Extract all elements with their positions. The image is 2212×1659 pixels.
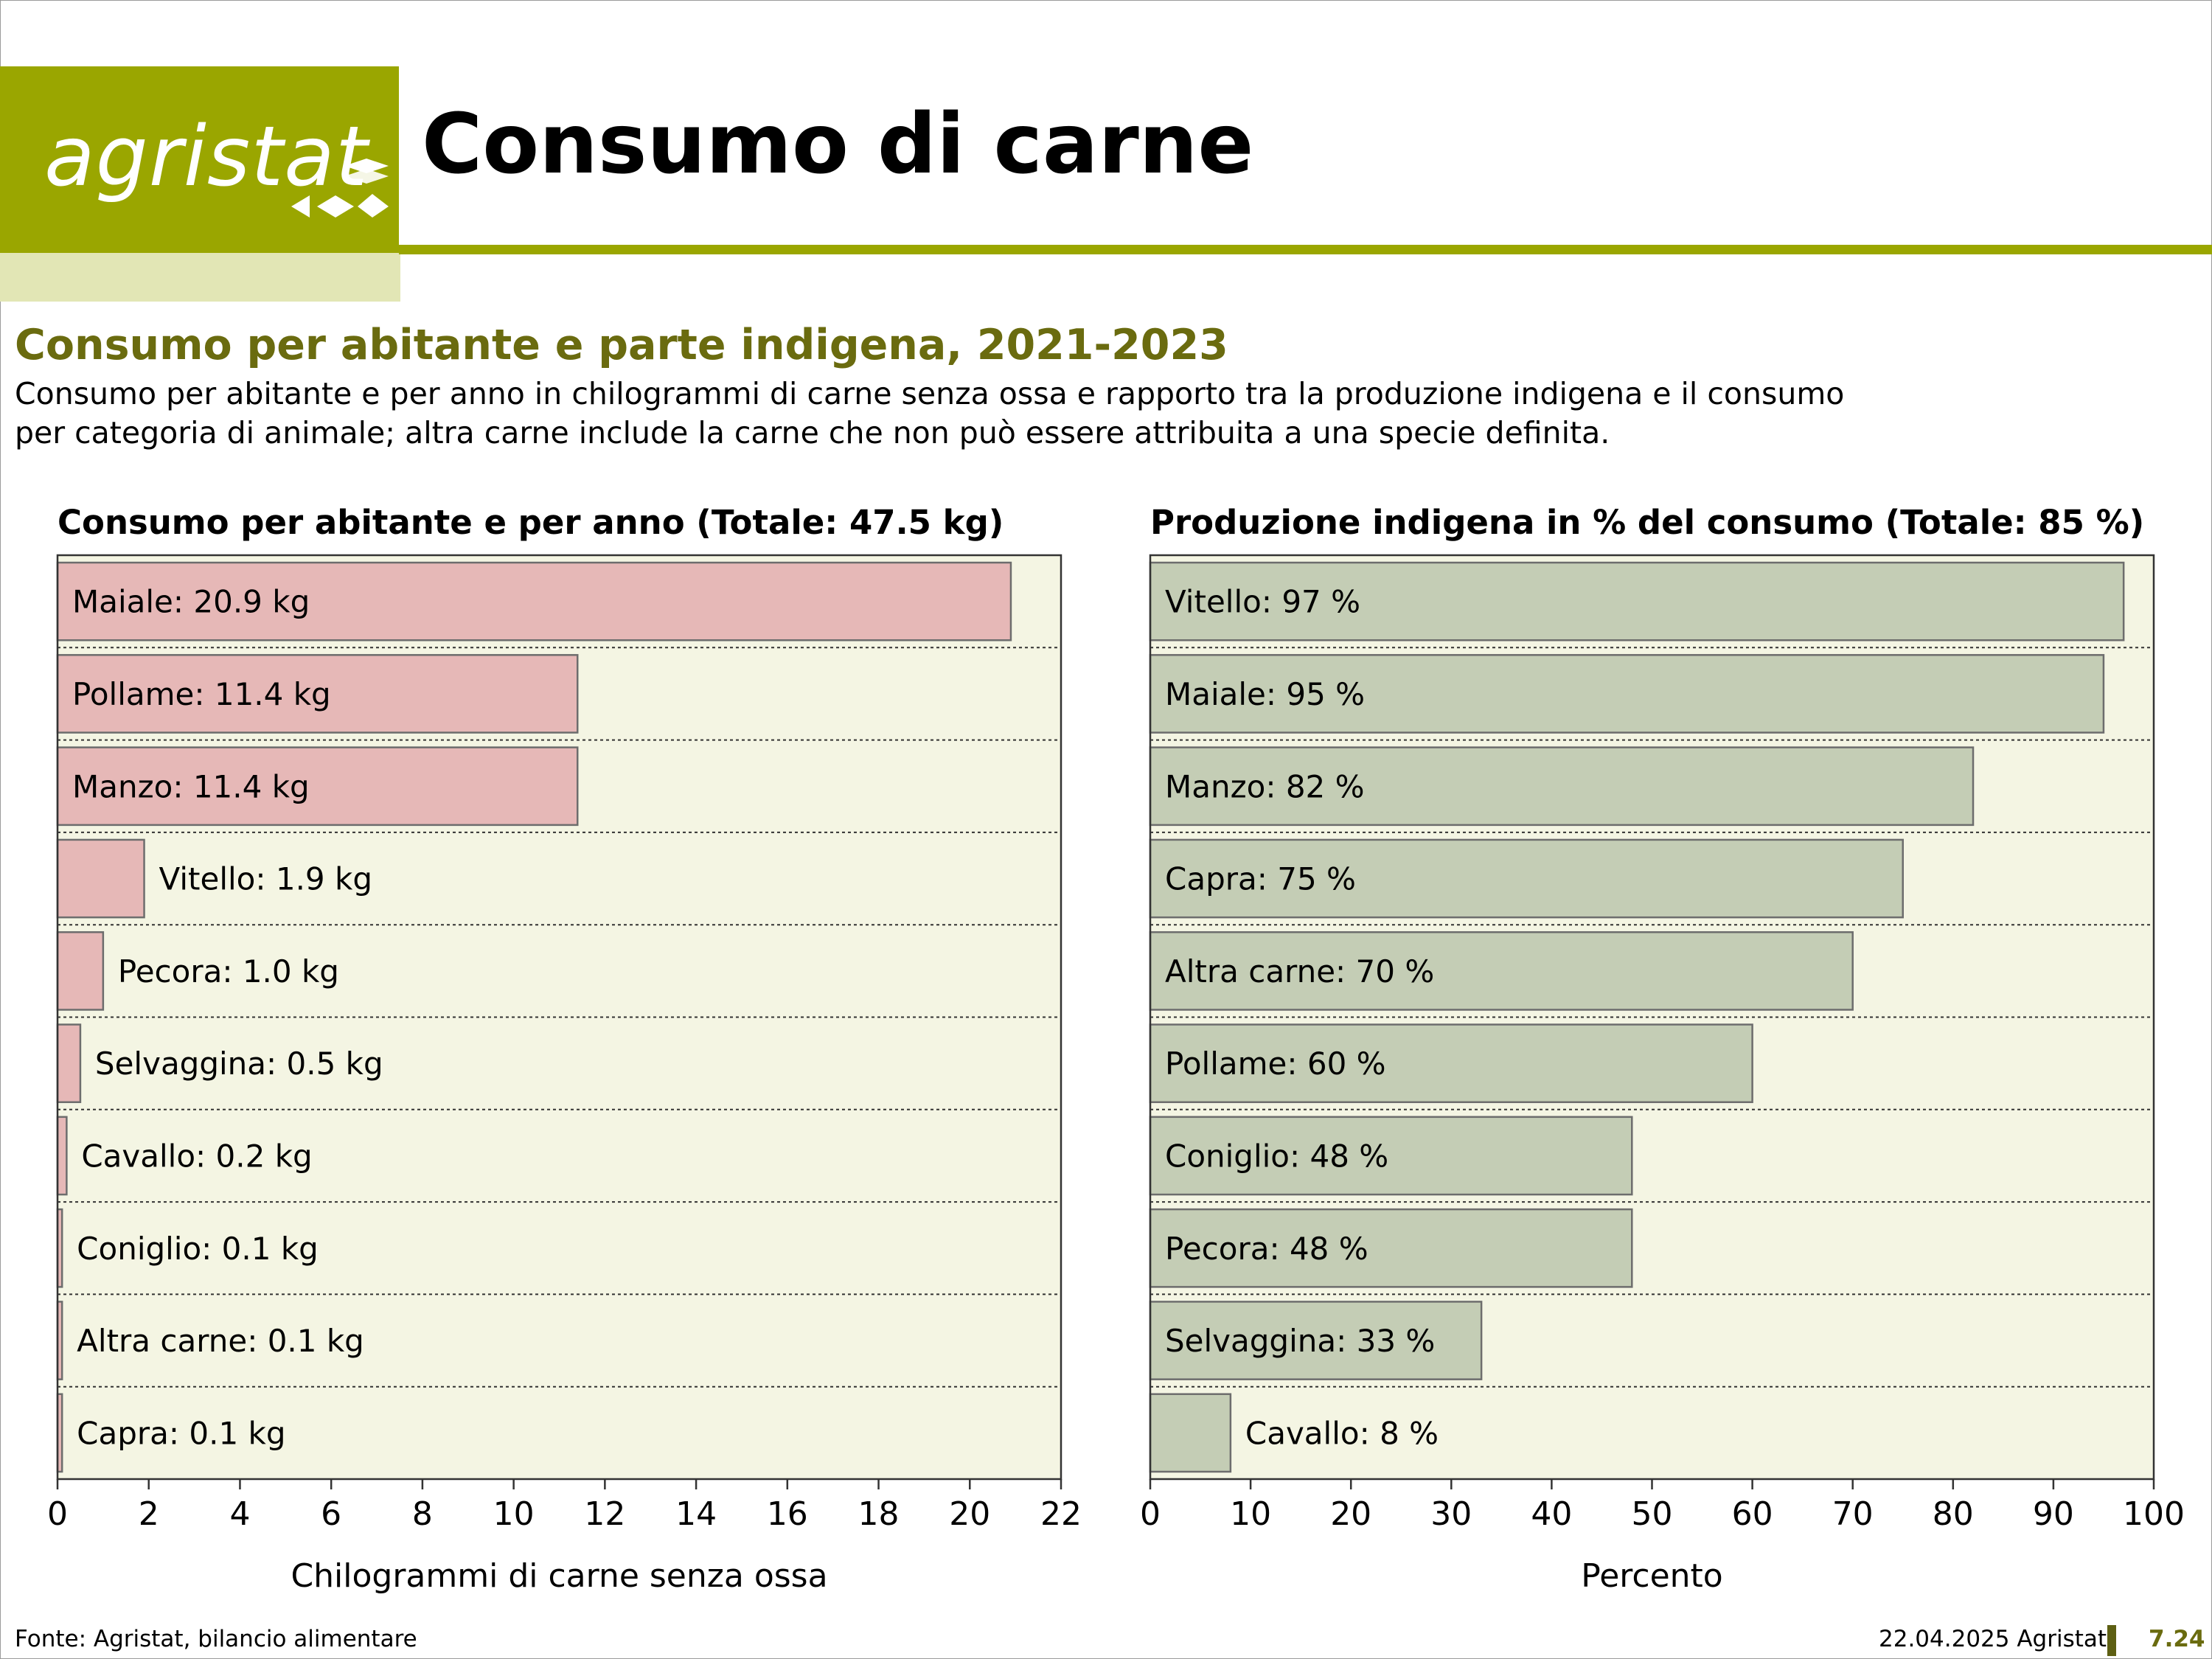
right-tick-label: 90 xyxy=(2033,1495,2074,1533)
left-data-label: Vitello: 1.9 kg xyxy=(159,861,372,897)
left-tick-label: 20 xyxy=(949,1495,990,1533)
logo-mark-icon xyxy=(291,159,389,218)
left-bar-chart: Maiale: 20.9 kg Pollame: 11.4 kg Manzo: 11… xyxy=(47,554,1082,1595)
right-tick-label: 70 xyxy=(1832,1495,1874,1533)
page-title: Consumo di carne xyxy=(422,97,1254,192)
left-tick-label: 10 xyxy=(493,1495,535,1533)
right-tick-label: 0 xyxy=(1140,1495,1161,1533)
right-data-label: Vitello: 97 % xyxy=(1165,584,1360,620)
left-tick-label: 0 xyxy=(47,1495,68,1533)
left-axis-label: Chilogrammi di carne senza ossa xyxy=(291,1557,827,1595)
left-data-label: Capra: 0.1 kg xyxy=(77,1415,285,1451)
right-bar-chart: Vitello: 97 % Maiale: 95 % Manzo: 82 % Capr… xyxy=(1140,554,2185,1595)
footer-source: Fonte: Agristat, bilancio alimentare xyxy=(15,1626,417,1652)
footer-divider xyxy=(2107,1625,2116,1656)
left-data-label: Maiale: 20.9 kg xyxy=(72,584,310,620)
footer-date: 22.04.2025 Agristat xyxy=(1879,1626,2107,1652)
right-tick-label: 80 xyxy=(1933,1495,1974,1533)
footer-page-number: 7.24 xyxy=(2149,1626,2205,1652)
left-data-label: Pollame: 11.4 kg xyxy=(72,676,331,712)
right-bar xyxy=(1149,654,2105,734)
left-tick-label: 4 xyxy=(229,1495,250,1533)
left-data-label: Manzo: 11.4 kg xyxy=(72,768,310,804)
right-tick-label: 10 xyxy=(1230,1495,1271,1533)
left-bar xyxy=(56,931,105,1011)
left-plot-border xyxy=(56,554,1062,1481)
right-bar xyxy=(1149,1301,1483,1380)
left-data-label: Selvaggina: 0.5 kg xyxy=(95,1046,383,1082)
right-axis-label: Percento xyxy=(1581,1557,1722,1595)
left-tick-label: 12 xyxy=(584,1495,625,1533)
right-bar xyxy=(1149,1116,1633,1196)
right-data-label: Selvaggina: 33 % xyxy=(1165,1323,1435,1359)
right-tick-label: 50 xyxy=(1632,1495,1673,1533)
left-bar xyxy=(56,746,579,827)
right-bar xyxy=(1149,1023,1753,1104)
left-tick-label: 22 xyxy=(1040,1495,1082,1533)
right-data-label: Coniglio: 48 % xyxy=(1165,1138,1388,1174)
left-tick-label: 8 xyxy=(412,1495,433,1533)
left-data-label: Coniglio: 0.1 kg xyxy=(77,1231,319,1267)
right-tick-label: 20 xyxy=(1330,1495,1371,1533)
left-tick-label: 2 xyxy=(139,1495,159,1533)
description: Consumo per abitante e per anno in chilo… xyxy=(15,375,1932,453)
left-tick-label: 6 xyxy=(321,1495,341,1533)
left-chart-title: Consumo per abitante e per anno (Totale:… xyxy=(58,503,1004,542)
right-data-label: Cavallo: 8 % xyxy=(1245,1415,1439,1451)
description-line: per categoria di animale; altra carne in… xyxy=(15,415,1610,451)
right-data-label: Pecora: 48 % xyxy=(1165,1231,1368,1267)
right-bar xyxy=(1149,1393,1232,1473)
left-bar xyxy=(56,561,1012,641)
left-tick-label: 18 xyxy=(858,1495,900,1533)
logo-accent-band xyxy=(0,253,400,302)
right-tick-label: 40 xyxy=(1531,1495,1572,1533)
left-bar xyxy=(56,1023,82,1104)
right-bar xyxy=(1149,561,2125,641)
right-data-label: Manzo: 82 % xyxy=(1165,768,1365,804)
right-data-label: Maiale: 95 % xyxy=(1165,676,1365,712)
right-data-label: Altra carne: 70 % xyxy=(1165,953,1434,990)
right-data-label: Capra: 75 % xyxy=(1165,861,1356,897)
right-bar xyxy=(1149,746,1975,827)
right-tick-label: 30 xyxy=(1430,1495,1472,1533)
right-tick-label: 100 xyxy=(2123,1495,2185,1533)
logo-text: agristat xyxy=(44,109,369,205)
logo-background xyxy=(0,66,399,254)
description-line: Consumo per abitante e per anno in chilo… xyxy=(15,376,1845,411)
right-bar xyxy=(1149,931,1854,1011)
left-data-label: Cavallo: 0.2 kg xyxy=(81,1138,312,1174)
right-data-label: Pollame: 60 % xyxy=(1165,1046,1386,1082)
section-subtitle: Consumo per abitante e parte indigena, 2… xyxy=(15,321,1228,369)
left-bar xyxy=(56,654,579,734)
left-data-label: Altra carne: 0.1 kg xyxy=(77,1323,364,1359)
right-chart-title: Produzione indigena in % del consumo (To… xyxy=(1150,503,2145,542)
left-data-label: Pecora: 1.0 kg xyxy=(118,953,339,990)
left-tick-label: 16 xyxy=(767,1495,808,1533)
left-tick-label: 14 xyxy=(675,1495,717,1533)
right-tick-label: 60 xyxy=(1732,1495,1773,1533)
title-rule xyxy=(399,245,2212,254)
